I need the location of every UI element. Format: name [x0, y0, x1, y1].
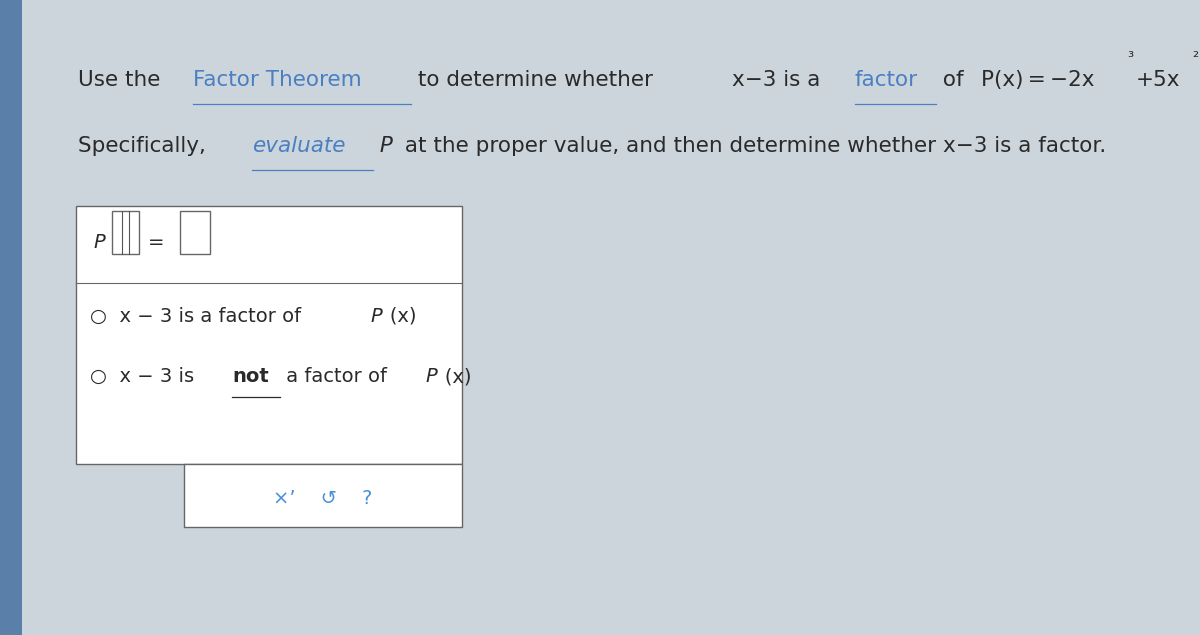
Text: factor: factor — [854, 70, 918, 90]
Text: P: P — [372, 137, 392, 156]
Text: ×’    ↺    ?: ×’ ↺ ? — [274, 489, 372, 508]
Text: evaluate: evaluate — [252, 137, 346, 156]
Text: not: not — [233, 367, 269, 386]
FancyBboxPatch shape — [180, 211, 210, 254]
Text: P: P — [94, 232, 106, 251]
Text: P: P — [426, 367, 438, 386]
Text: Use the: Use the — [78, 70, 167, 90]
Text: ²: ² — [1193, 50, 1199, 65]
Text: a factor of: a factor of — [280, 367, 394, 386]
Text: (x): (x) — [385, 307, 416, 326]
FancyBboxPatch shape — [76, 206, 462, 464]
Text: of: of — [936, 70, 971, 90]
Text: Specifically,: Specifically, — [78, 137, 212, 156]
Text: (x): (x) — [442, 367, 472, 386]
FancyBboxPatch shape — [113, 211, 139, 254]
Text: P: P — [371, 307, 383, 326]
Text: ³: ³ — [1127, 50, 1134, 65]
Text: to determine whether: to determine whether — [410, 70, 660, 90]
Text: P(x) = −2x: P(x) = −2x — [980, 70, 1094, 90]
Text: ○  x − 3 is: ○ x − 3 is — [90, 367, 200, 386]
Text: +5x: +5x — [1135, 70, 1180, 90]
Text: at the proper value, and then determine whether x−3 is a factor.: at the proper value, and then determine … — [398, 137, 1106, 156]
FancyBboxPatch shape — [184, 464, 462, 527]
Text: ○  x − 3 is a factor of: ○ x − 3 is a factor of — [90, 307, 307, 326]
Text: Factor Theorem: Factor Theorem — [193, 70, 362, 90]
FancyBboxPatch shape — [0, 0, 22, 635]
Text: x−3 is a: x−3 is a — [732, 70, 827, 90]
Text: =: = — [149, 232, 172, 251]
